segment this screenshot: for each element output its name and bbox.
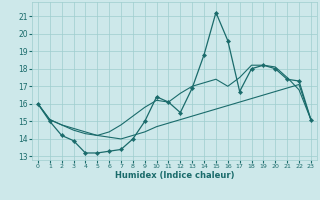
X-axis label: Humidex (Indice chaleur): Humidex (Indice chaleur) (115, 171, 234, 180)
